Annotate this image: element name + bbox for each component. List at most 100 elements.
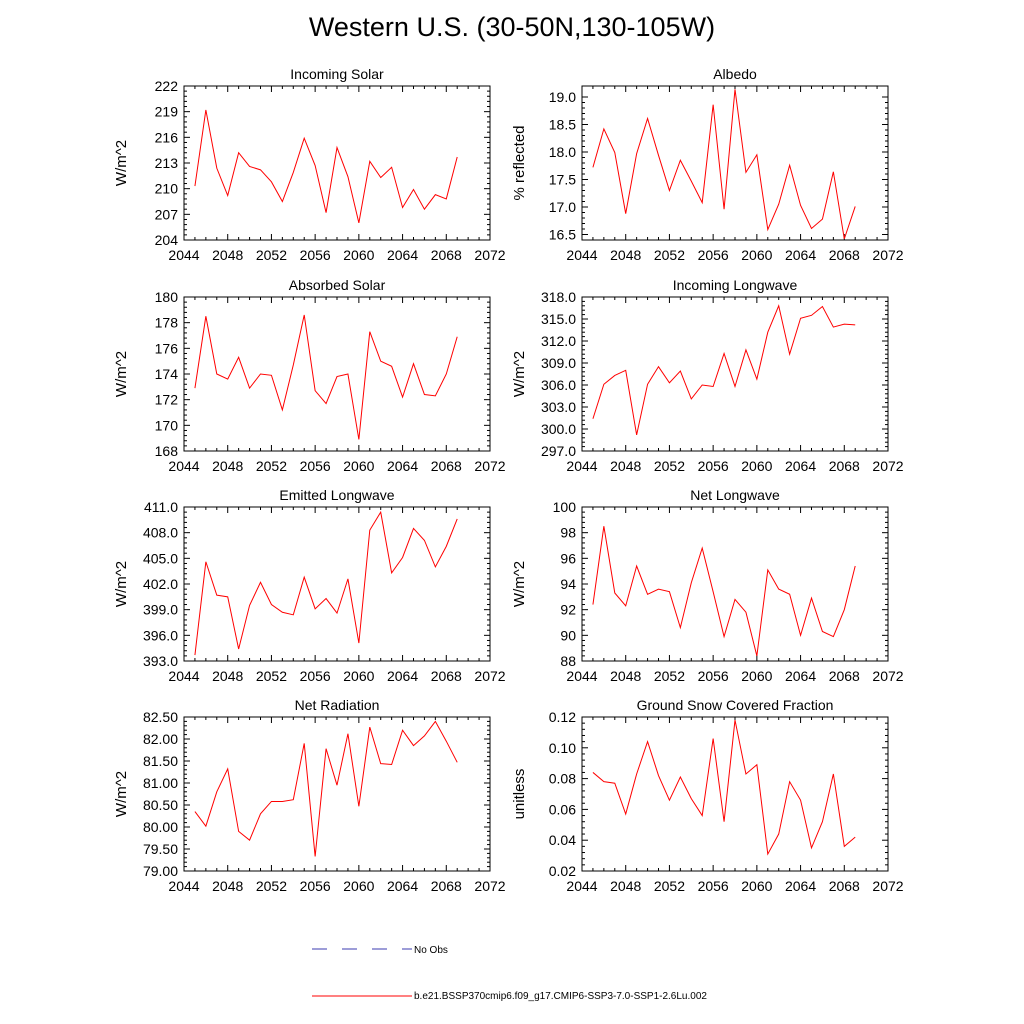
y-tick-label: 222 xyxy=(155,78,179,94)
y-tick-label: 0.06 xyxy=(549,801,576,817)
y-tick-label: 180 xyxy=(155,289,179,305)
chart-title: Net Radiation xyxy=(295,697,380,713)
x-tick-label: 2072 xyxy=(474,247,505,263)
x-tick-label: 2052 xyxy=(256,878,287,894)
y-tick-label: 210 xyxy=(155,181,179,197)
y-tick-label: 300.0 xyxy=(541,421,576,437)
y-tick-label: 0.02 xyxy=(549,863,576,879)
x-tick-label: 2044 xyxy=(566,668,597,684)
y-tick-label: 213 xyxy=(155,155,179,171)
y-tick-label: 79.50 xyxy=(143,841,178,857)
y-tick-label: 90 xyxy=(560,627,576,643)
x-tick-label: 2048 xyxy=(212,668,243,684)
x-tick-label: 2052 xyxy=(256,458,287,474)
y-tick-label: 172 xyxy=(155,392,179,408)
chart-title: Emitted Longwave xyxy=(279,487,394,503)
y-tick-label: 306.0 xyxy=(541,377,576,393)
x-tick-label: 2060 xyxy=(343,878,374,894)
chart-title: Absorbed Solar xyxy=(289,277,386,293)
chart-title: Albedo xyxy=(713,66,757,82)
y-axis-label: W/m^2 xyxy=(511,351,528,397)
series-line xyxy=(592,526,856,656)
y-tick-label: 402.0 xyxy=(143,576,178,592)
x-tick-label: 2068 xyxy=(829,458,860,474)
chart-title: Incoming Solar xyxy=(290,66,384,82)
x-tick-label: 2064 xyxy=(387,458,418,474)
x-tick-label: 2060 xyxy=(343,247,374,263)
y-axis-label: W/m^2 xyxy=(113,140,130,186)
y-tick-label: 79.00 xyxy=(143,863,178,879)
x-tick-label: 2064 xyxy=(387,247,418,263)
x-tick-label: 2060 xyxy=(741,668,772,684)
x-tick-label: 2068 xyxy=(431,878,462,894)
y-tick-label: 219 xyxy=(155,104,179,120)
x-tick-label: 2052 xyxy=(654,458,685,474)
series-line xyxy=(194,314,458,440)
y-axis-label: % reflected xyxy=(511,125,528,200)
x-tick-label: 2072 xyxy=(474,458,505,474)
x-tick-label: 2056 xyxy=(698,458,729,474)
series-line xyxy=(592,719,856,856)
x-tick-label: 2044 xyxy=(566,458,597,474)
x-tick-label: 2072 xyxy=(872,668,903,684)
x-tick-label: 2044 xyxy=(168,878,199,894)
y-tick-label: 318.0 xyxy=(541,289,576,305)
y-tick-label: 18.0 xyxy=(549,144,576,160)
x-tick-label: 2048 xyxy=(610,668,641,684)
x-tick-label: 2052 xyxy=(256,247,287,263)
x-tick-label: 2068 xyxy=(431,247,462,263)
y-tick-label: 393.0 xyxy=(143,653,178,669)
y-tick-label: 204 xyxy=(155,232,179,248)
y-tick-label: 309.0 xyxy=(541,355,576,371)
y-tick-label: 80.00 xyxy=(143,819,178,835)
y-tick-label: 168 xyxy=(155,443,179,459)
y-tick-label: 297.0 xyxy=(541,443,576,459)
y-tick-label: 81.00 xyxy=(143,775,178,791)
series-line xyxy=(592,89,856,240)
y-tick-label: 80.50 xyxy=(143,797,178,813)
x-tick-label: 2072 xyxy=(474,878,505,894)
x-tick-label: 2052 xyxy=(654,247,685,263)
y-tick-label: 0.10 xyxy=(549,740,576,756)
x-tick-label: 2064 xyxy=(785,668,816,684)
y-tick-label: 207 xyxy=(155,206,179,222)
x-tick-label: 2056 xyxy=(300,668,331,684)
y-tick-label: 303.0 xyxy=(541,399,576,415)
series-line xyxy=(194,109,458,224)
x-tick-label: 2068 xyxy=(829,668,860,684)
chart-title: Net Longwave xyxy=(690,487,780,503)
x-tick-label: 2060 xyxy=(741,247,772,263)
y-tick-label: 216 xyxy=(155,129,179,145)
y-tick-label: 170 xyxy=(155,417,179,433)
series-line xyxy=(592,304,856,435)
x-tick-label: 2068 xyxy=(829,247,860,263)
x-tick-label: 2056 xyxy=(698,247,729,263)
y-tick-label: 312.0 xyxy=(541,333,576,349)
plot-frame xyxy=(581,716,889,872)
y-tick-label: 81.50 xyxy=(143,753,178,769)
plot-frame xyxy=(581,296,889,452)
y-tick-label: 17.5 xyxy=(549,172,576,188)
x-tick-label: 2068 xyxy=(431,668,462,684)
x-tick-label: 2052 xyxy=(654,668,685,684)
y-tick-label: 19.0 xyxy=(549,89,576,105)
x-tick-label: 2052 xyxy=(654,878,685,894)
x-tick-label: 2044 xyxy=(168,247,199,263)
chart-net-radiation: Net Radiation W/m^2 2044 2048 2052 2056 2060 20… xyxy=(113,697,506,894)
chart-ground-snow-covered-fraction: Ground Snow Covered Fraction unitless 2044… xyxy=(511,697,904,894)
y-tick-label: 17.0 xyxy=(549,199,576,215)
x-tick-label: 2056 xyxy=(300,247,331,263)
y-tick-label: 174 xyxy=(155,366,179,382)
x-tick-label: 2044 xyxy=(566,878,597,894)
y-tick-label: 98 xyxy=(560,525,576,541)
y-tick-label: 16.5 xyxy=(549,227,576,243)
x-tick-label: 2048 xyxy=(610,458,641,474)
x-tick-label: 2056 xyxy=(300,878,331,894)
x-tick-label: 2072 xyxy=(474,668,505,684)
y-tick-label: 88 xyxy=(560,653,576,669)
plot-frame xyxy=(183,716,491,872)
y-tick-label: 408.0 xyxy=(143,525,178,541)
y-tick-label: 92 xyxy=(560,602,576,618)
chart-absorbed-solar: Absorbed Solar W/m^2 2044 2048 2052 2056 2060 2… xyxy=(113,277,506,474)
x-tick-label: 2064 xyxy=(387,878,418,894)
